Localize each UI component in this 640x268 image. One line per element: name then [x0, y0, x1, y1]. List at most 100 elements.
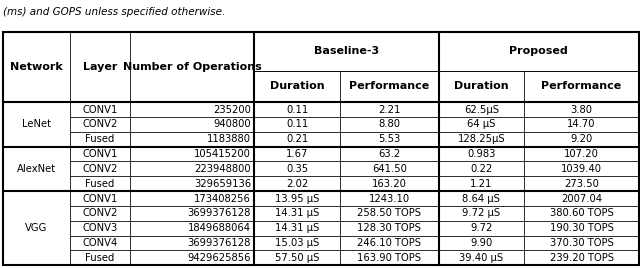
Text: Baseline-3: Baseline-3 [314, 46, 379, 56]
Bar [524, 147, 639, 161]
Bar [70, 32, 131, 102]
Bar [438, 32, 639, 71]
Bar [340, 251, 438, 265]
Bar [524, 206, 639, 221]
Bar [131, 161, 254, 176]
Bar [254, 206, 340, 221]
Bar [254, 71, 340, 102]
Text: 8.80: 8.80 [378, 119, 400, 129]
Bar [254, 102, 340, 117]
Bar [70, 176, 131, 191]
Text: 173408256: 173408256 [194, 193, 251, 204]
Bar [340, 132, 438, 147]
Text: 14.31 μS: 14.31 μS [275, 209, 319, 218]
Bar [524, 132, 639, 147]
Text: VGG: VGG [26, 223, 48, 233]
Text: LeNet: LeNet [22, 119, 51, 129]
Bar [131, 191, 254, 206]
Bar [70, 191, 131, 206]
Bar [524, 236, 639, 251]
Text: 3699376128: 3699376128 [188, 238, 251, 248]
Text: 2.02: 2.02 [286, 179, 308, 189]
Text: 57.50 μS: 57.50 μS [275, 253, 319, 263]
Bar [131, 102, 254, 117]
Bar [131, 251, 254, 265]
Text: 62.5μS: 62.5μS [464, 105, 499, 114]
Text: 14.31 μS: 14.31 μS [275, 223, 319, 233]
Bar [438, 251, 524, 265]
Bar [524, 176, 639, 191]
Bar [524, 71, 639, 102]
Bar [131, 176, 254, 191]
Bar [340, 176, 438, 191]
Text: 273.50: 273.50 [564, 179, 599, 189]
Text: 940800: 940800 [213, 119, 251, 129]
Text: 0.11: 0.11 [286, 119, 308, 129]
Text: Proposed: Proposed [509, 46, 568, 56]
Text: CONV1: CONV1 [83, 193, 118, 204]
Text: 9.90: 9.90 [470, 238, 493, 248]
Text: 15.03 μS: 15.03 μS [275, 238, 319, 248]
Bar [254, 176, 340, 191]
Text: 3699376128: 3699376128 [188, 209, 251, 218]
Bar [254, 251, 340, 265]
Text: 1.21: 1.21 [470, 179, 493, 189]
Bar [438, 102, 524, 117]
Text: CONV2: CONV2 [83, 209, 118, 218]
Text: 13.95 μS: 13.95 μS [275, 193, 319, 204]
Text: Duration: Duration [270, 81, 324, 91]
Bar [340, 236, 438, 251]
Text: Number of Operations: Number of Operations [123, 62, 262, 72]
Bar [254, 147, 340, 161]
Bar [131, 32, 254, 102]
Bar [131, 206, 254, 221]
Text: 5.53: 5.53 [378, 134, 401, 144]
Text: 2007.04: 2007.04 [561, 193, 602, 204]
Text: 223948800: 223948800 [195, 164, 251, 174]
Bar [438, 147, 524, 161]
Text: CONV4: CONV4 [83, 238, 118, 248]
Text: 1.67: 1.67 [286, 149, 308, 159]
Text: 39.40 μS: 39.40 μS [460, 253, 504, 263]
Bar [254, 32, 438, 71]
Text: 329659136: 329659136 [194, 179, 251, 189]
Bar [438, 71, 524, 102]
Text: CONV3: CONV3 [83, 223, 118, 233]
Text: 9.72 μS: 9.72 μS [462, 209, 500, 218]
Bar [70, 206, 131, 221]
Text: CONV1: CONV1 [83, 149, 118, 159]
Bar [70, 147, 131, 161]
Text: 9429625856: 9429625856 [188, 253, 251, 263]
Text: Layer: Layer [83, 62, 117, 72]
Bar [254, 161, 340, 176]
Bar [254, 191, 340, 206]
Bar [131, 132, 254, 147]
Bar [340, 102, 438, 117]
Bar [70, 117, 131, 132]
Text: 107.20: 107.20 [564, 149, 599, 159]
Text: 0.11: 0.11 [286, 105, 308, 114]
Text: CONV2: CONV2 [83, 164, 118, 174]
Text: 9.20: 9.20 [570, 134, 593, 144]
Bar [524, 117, 639, 132]
Text: 1183880: 1183880 [207, 134, 251, 144]
Text: 239.20 TOPS: 239.20 TOPS [550, 253, 614, 263]
Text: 258.50 TOPS: 258.50 TOPS [357, 209, 421, 218]
Bar [340, 147, 438, 161]
Text: 14.70: 14.70 [567, 119, 596, 129]
Bar [70, 221, 131, 236]
Bar [254, 117, 340, 132]
Bar [3, 191, 70, 265]
Bar [340, 221, 438, 236]
Text: CONV1: CONV1 [83, 105, 118, 114]
Text: Network: Network [10, 62, 63, 72]
Bar [3, 147, 70, 191]
Text: 1243.10: 1243.10 [369, 193, 410, 204]
Bar [254, 132, 340, 147]
Text: 105415200: 105415200 [194, 149, 251, 159]
Bar [340, 191, 438, 206]
Bar [70, 236, 131, 251]
Bar [438, 206, 524, 221]
Bar [524, 221, 639, 236]
Text: 3.80: 3.80 [570, 105, 593, 114]
